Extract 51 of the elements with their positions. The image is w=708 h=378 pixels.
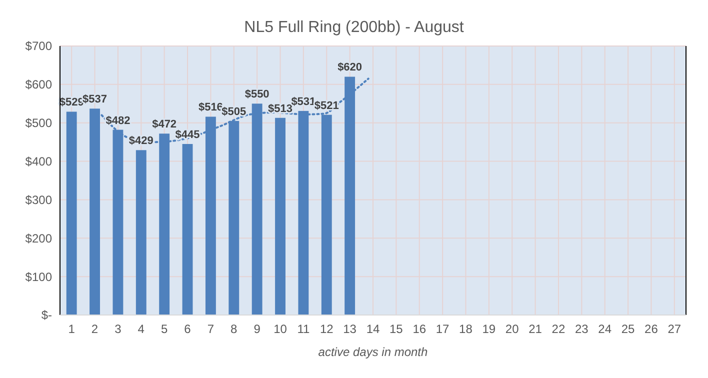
data-label: $505 xyxy=(222,106,246,118)
x-tick-label: 9 xyxy=(254,322,261,336)
data-label: $445 xyxy=(175,128,200,141)
y-tick-label: $700 xyxy=(25,39,52,54)
x-tick-label: 16 xyxy=(412,322,426,336)
x-axis-title: active days in month xyxy=(318,345,428,359)
x-tick-label: 13 xyxy=(343,322,357,336)
x-tick-label: 2 xyxy=(91,322,98,336)
bar xyxy=(275,118,286,315)
x-tick-label: 6 xyxy=(184,322,192,336)
x-tick-label: 3 xyxy=(114,322,122,336)
x-tick-label: 5 xyxy=(160,322,168,336)
x-tick-label: 27 xyxy=(668,322,682,336)
data-label: $537 xyxy=(82,94,108,106)
y-tick-label: $300 xyxy=(25,192,52,207)
data-label: $531 xyxy=(291,96,316,108)
x-tick-label: 4 xyxy=(138,322,145,336)
data-label: $516 xyxy=(198,102,223,114)
x-tick-label: 21 xyxy=(528,322,542,336)
data-label: $513 xyxy=(268,102,292,115)
x-tick-label: 14 xyxy=(366,322,380,336)
data-label: $550 xyxy=(244,88,270,101)
x-tick-label: 17 xyxy=(436,322,450,336)
bar xyxy=(66,112,77,315)
x-tick-label: 7 xyxy=(207,322,214,336)
x-tick-label: 24 xyxy=(598,322,612,336)
y-tick-label: $600 xyxy=(25,78,52,92)
x-tick-label: 23 xyxy=(574,322,589,336)
x-tick-label: 10 xyxy=(274,322,288,336)
y-tick-label: $100 xyxy=(25,270,52,284)
x-tick-label: 18 xyxy=(459,322,473,336)
chart-title: NL5 Full Ring (200bb) - August xyxy=(244,19,464,36)
x-tick-label: 11 xyxy=(297,322,310,336)
x-tick-label: 26 xyxy=(644,322,658,336)
data-label: $472 xyxy=(152,118,177,131)
x-tick-label: 12 xyxy=(320,322,334,336)
x-tick-label: 8 xyxy=(230,322,238,336)
y-tick-label: $200 xyxy=(25,231,52,246)
y-tick-label: $400 xyxy=(25,154,52,168)
x-tick-label: 25 xyxy=(621,322,636,336)
x-tick-label: 1 xyxy=(68,322,76,336)
bar xyxy=(182,144,193,315)
data-label: $620 xyxy=(338,62,362,74)
x-tick-label: 15 xyxy=(390,322,404,336)
bar xyxy=(136,150,146,315)
y-tick-label: $- xyxy=(41,308,52,322)
data-label: $482 xyxy=(106,114,130,127)
x-tick-label: 22 xyxy=(552,322,566,336)
y-tick-label: $500 xyxy=(25,116,52,130)
x-tick-label: 20 xyxy=(505,322,520,336)
x-tick-label: 19 xyxy=(482,322,496,336)
